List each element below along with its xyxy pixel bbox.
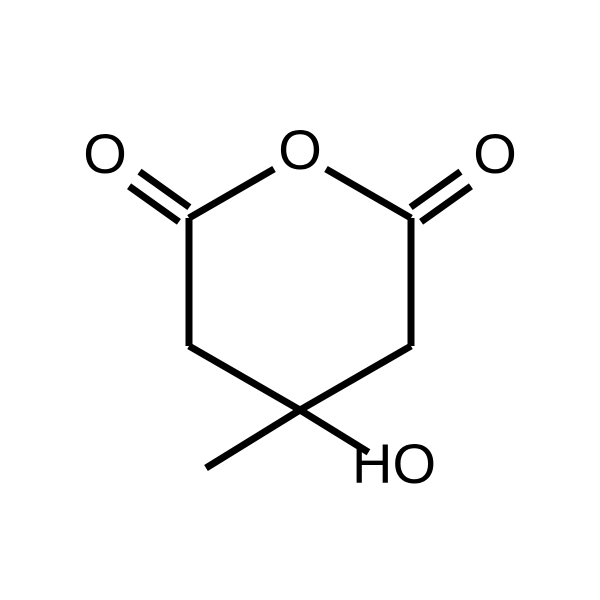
bond — [189, 169, 274, 218]
bond — [206, 410, 300, 468]
atom-label-OH: HO — [352, 432, 436, 495]
atom-label-O_dl: O — [83, 122, 127, 185]
bond — [300, 346, 411, 410]
bonds-layer — [129, 169, 471, 468]
atom-label-O_dr: O — [473, 122, 517, 185]
bond — [326, 169, 411, 218]
molecule-diagram: O O O HO — [0, 0, 600, 600]
bond — [189, 346, 300, 410]
atom-label-O_ring: O — [278, 118, 322, 181]
